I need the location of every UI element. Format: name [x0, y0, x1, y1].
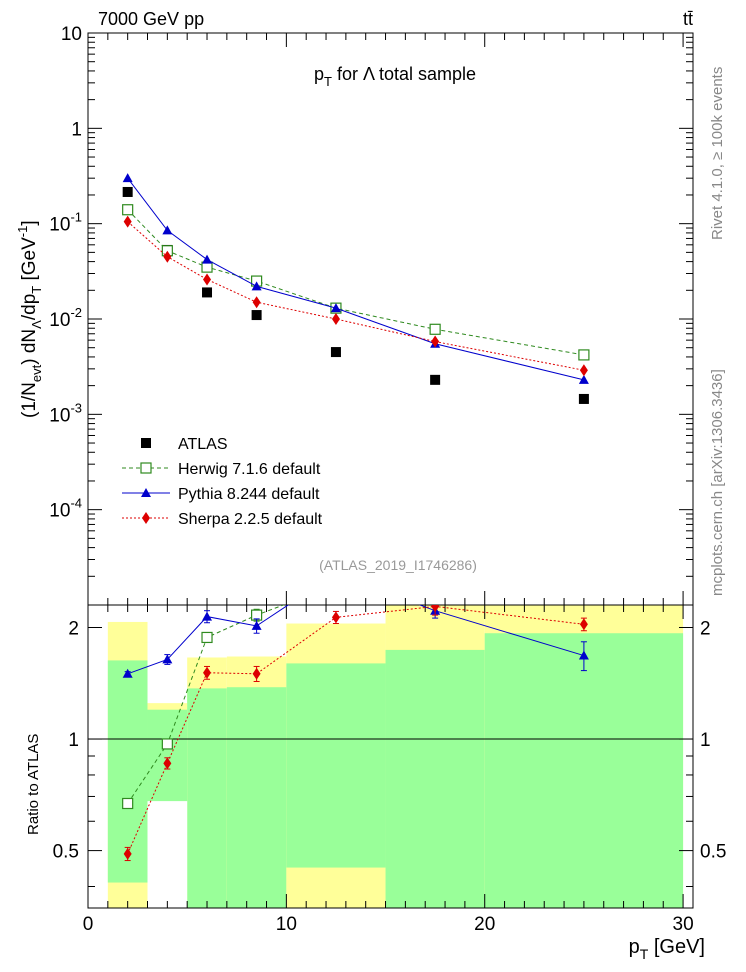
point-2-1	[162, 225, 173, 235]
series-line-3	[127, 221, 584, 371]
side-label-top: Rivet 4.1.0, ≥ 100k events	[709, 67, 726, 240]
ratio-tick-label-right: 0.5	[700, 842, 726, 863]
legend-label-0: ATLAS	[178, 436, 228, 453]
main-axes: 10 1 10-1 10-2 10-3 10-4	[49, 24, 694, 606]
point-3-4	[331, 313, 340, 325]
chart-title: pT for Λ total sample	[314, 64, 476, 89]
ratio-y-axis-label: Ratio to ATLAS	[25, 734, 42, 835]
legend-marker-2	[141, 488, 151, 497]
y-tick-label: 10-3	[49, 400, 82, 426]
point-1-5	[429, 323, 441, 335]
green-band-6	[484, 633, 684, 908]
x-tick-label: 30	[673, 914, 694, 935]
ratio-point-3-4	[331, 611, 340, 624]
ratio-tick-label-right: 1	[700, 730, 711, 751]
point-2-6	[578, 374, 589, 384]
point-0-4	[330, 347, 341, 358]
legend-marker-3	[142, 512, 150, 524]
x-tick-label: 20	[474, 914, 495, 935]
side-label-bottom: mcplots.cern.ch [arXiv:1306.3436]	[709, 369, 726, 596]
x-tick-label: 10	[276, 914, 297, 935]
point-0-5	[430, 374, 441, 385]
analysis-label: (ATLAS_2019_I1746286)	[319, 557, 477, 573]
green-band-0	[107, 660, 148, 883]
point-2-3	[251, 281, 262, 291]
band-gap-0	[147, 801, 188, 908]
energy-label: 7000 GeV pp	[98, 9, 204, 29]
y-tick-label: 10	[61, 24, 82, 45]
ratio-point-2-0	[122, 668, 133, 678]
ratio-point-3-3	[252, 667, 261, 680]
legend-label-3: Sherpa 2.2.5 default	[178, 511, 323, 528]
legend-marker-0	[141, 438, 151, 448]
point-3-1	[163, 250, 172, 263]
point-2-0	[122, 173, 133, 183]
green-band-2	[187, 688, 227, 908]
y-tick-label: 1	[71, 119, 82, 140]
point-2-2	[202, 254, 213, 264]
ratio-point-1-5	[430, 542, 440, 552]
green-band-4	[286, 663, 386, 868]
green-band-3	[226, 687, 287, 908]
ratio-point-2-3	[251, 620, 262, 630]
point-0-6	[578, 393, 589, 404]
point-3-0	[123, 215, 132, 228]
x-axis-label: pT [GeV]	[629, 936, 705, 962]
ratio-point-3-5	[431, 605, 440, 613]
series-line-1	[127, 209, 584, 356]
point-0-0	[122, 186, 133, 197]
ratio-point-1-4	[331, 580, 341, 590]
ratio-point-2-6	[578, 650, 589, 660]
ratio-uncertainty-bands	[107, 605, 684, 908]
ratio-series	[122, 542, 589, 862]
ratio-tick-label-right: 2	[700, 618, 711, 639]
x-tick-label: 0	[83, 914, 94, 935]
green-band-5	[385, 649, 485, 908]
point-1-0	[122, 204, 134, 216]
ratio-point-2-2	[202, 611, 213, 621]
ratio-point-3-6	[579, 618, 588, 631]
ratio-tick-label: 1	[68, 730, 79, 751]
ratio-point-3-2	[203, 666, 212, 679]
y-tick-label: 10-1	[49, 210, 82, 236]
y-axis-label: (1/Nevt) dNΛ/dpT [GeV-1]	[15, 220, 44, 418]
ratio-point-1-2	[201, 631, 213, 644]
y-tick-label: 10-4	[49, 496, 82, 522]
legend-label-1: Herwig 7.1.6 default	[178, 461, 321, 478]
point-1-6	[578, 349, 590, 361]
legend-marker-1	[140, 462, 152, 474]
process-label: tt̄	[683, 9, 693, 29]
point-3-2	[203, 273, 212, 286]
ratio-tick-label: 2	[68, 618, 79, 639]
ratio-point-1-6	[579, 560, 589, 570]
ratio-clip-group	[122, 542, 589, 862]
main-series	[122, 173, 590, 404]
series-line-2	[127, 177, 585, 381]
ratio-point-1-0	[122, 797, 134, 810]
point-0-2	[202, 287, 213, 298]
ratio-point-1-1	[161, 738, 173, 750]
ratio-point-2-1	[162, 654, 173, 664]
legend: ATLAS Herwig 7.1.6 default Pythia 8.244 de…	[122, 436, 323, 528]
point-2-4	[330, 303, 341, 313]
ratio-tick-label: 0.5	[53, 842, 79, 863]
ratio-point-3-1	[163, 757, 172, 770]
point-0-3	[251, 310, 262, 321]
legend-label-2: Pythia 8.244 default	[178, 486, 320, 503]
point-3-3	[252, 296, 261, 309]
point-3-6	[579, 364, 588, 377]
y-tick-label: 10-2	[49, 305, 82, 331]
point-1-2	[201, 261, 213, 273]
point-3-5	[431, 335, 440, 348]
ratio-point-3-0	[123, 847, 132, 860]
ratio-axes: 0 10 20 30 0.5 0.5 1 1 2 2	[53, 604, 726, 935]
